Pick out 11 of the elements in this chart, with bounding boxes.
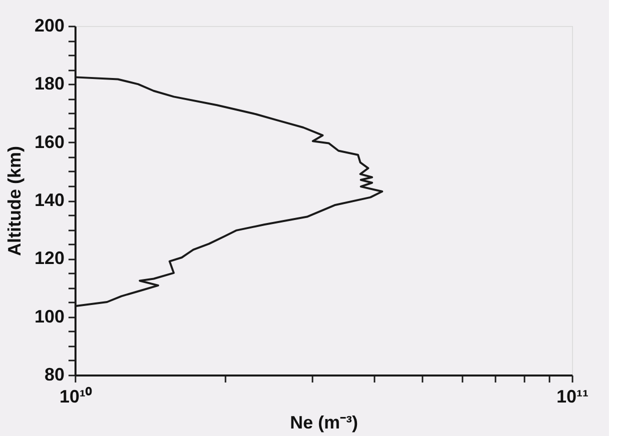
y-tick-label: 120 [34, 248, 64, 268]
y-tick-label: 200 [34, 16, 64, 36]
y-tick-label: 100 [34, 306, 64, 326]
x-tick-label: 10¹⁰ [59, 386, 93, 406]
y-tick-label: 180 [34, 74, 64, 94]
y-tick-label: 140 [34, 190, 64, 210]
x-tick-label: 10¹¹ [556, 386, 589, 406]
x-axis-title: Ne (m⁻³) [290, 412, 358, 432]
y-axis-title: Altitude (km) [4, 146, 24, 256]
y-tick-label: 160 [34, 132, 64, 152]
y-tick-label: 80 [44, 364, 64, 384]
